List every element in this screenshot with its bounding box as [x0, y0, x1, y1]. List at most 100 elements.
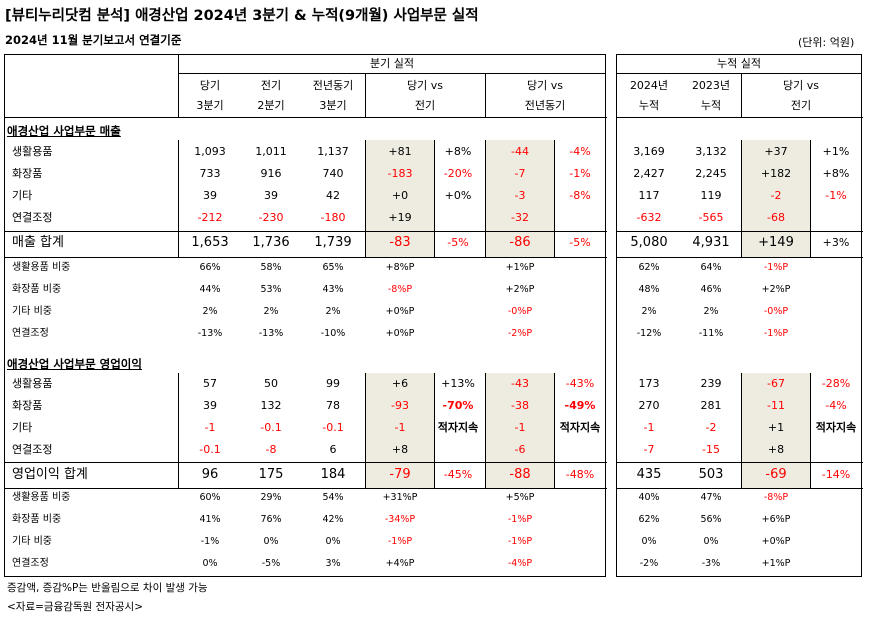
ratio-row-d1: +0%P — [385, 306, 415, 317]
total-row-d2: -86 — [509, 235, 531, 250]
total-row-p1: -45% — [443, 468, 473, 481]
table-row-cd: -2 — [770, 189, 782, 202]
table-row-c24: 3,169 — [633, 145, 665, 158]
table-row-p2: -49% — [564, 399, 596, 412]
total-row-cd: +149 — [758, 235, 794, 250]
table-row-c23: 239 — [700, 377, 722, 390]
table-row-c24: 2,427 — [633, 167, 665, 180]
table-row-c24: 117 — [638, 189, 660, 202]
ratio-row-cd: +1%P — [761, 558, 791, 569]
table-row-p1: +8% — [444, 145, 472, 158]
divider — [178, 373, 179, 489]
table-row-label: 기타 — [12, 421, 33, 434]
ratio-row-label: 연결조정 — [12, 328, 49, 339]
table-row-p2: -4% — [569, 145, 591, 158]
cum-vs-shade — [742, 140, 810, 258]
divider — [554, 373, 555, 489]
table-row-q3: -0.1 — [199, 443, 221, 456]
table-row-c23: -15 — [702, 443, 720, 456]
ratio-row-c23: 46% — [700, 284, 722, 295]
ratio-row-c24: 2% — [641, 306, 657, 317]
table-row-q2: 50 — [264, 377, 278, 390]
ratio-row-d2: -0%P — [507, 306, 533, 317]
table-row-d1: -1 — [394, 421, 406, 434]
ratio-row-c24: -2% — [639, 558, 659, 569]
ratio-row-q2: 53% — [260, 284, 282, 295]
table-row-q2: 132 — [260, 399, 282, 412]
ratio-row-c23: -11% — [698, 328, 724, 339]
table-row-label: 생활용품 — [12, 377, 53, 390]
divider — [616, 73, 862, 74]
table-row-cp: -1% — [825, 189, 847, 202]
group-quarter: 분기 실적 — [370, 57, 414, 70]
header-cum-vs: 당기 vs 전기 — [783, 79, 819, 112]
total-row-p2: -5% — [569, 236, 591, 249]
header-q3: 당기 3분기 — [196, 79, 224, 112]
ratio-row-c24: 62% — [638, 514, 660, 525]
table-row-label: 화장품 — [12, 399, 43, 412]
ratio-row-cd: -1%P — [763, 262, 789, 273]
table-row-p2: -43% — [565, 377, 595, 390]
table-row-q3: 39 — [203, 189, 217, 202]
ratio-row-q2: 58% — [260, 262, 282, 273]
cumulative-table-frame — [616, 54, 862, 577]
ratio-row-d1: +4%P — [385, 558, 415, 569]
total-row-d1: -83 — [389, 235, 411, 250]
vs-ly-shade — [486, 140, 554, 258]
table-row-q2: -230 — [258, 211, 284, 224]
cum-vs-shade-op — [742, 373, 810, 488]
table-row-q2: 1,011 — [255, 145, 287, 158]
ratio-row-c23: 56% — [700, 514, 722, 525]
ratio-row-ly: 0% — [325, 536, 341, 547]
table-row-p2: -8% — [569, 189, 591, 202]
total-row-p2: -48% — [565, 468, 595, 481]
table-row-d2: -38 — [511, 399, 529, 412]
table-row-c24: -7 — [643, 443, 655, 456]
ratio-row-q3: -13% — [197, 328, 223, 339]
total-row-cd: -69 — [765, 467, 787, 482]
op-section-title: 애경산업 사업부문 영업이익 — [7, 357, 142, 371]
divider — [485, 373, 486, 489]
ratio-row-q2: 29% — [260, 492, 282, 503]
table-row-ly: 6 — [329, 443, 337, 456]
table-row-label: 화장품 — [12, 167, 43, 180]
table-row-c24: -632 — [636, 211, 662, 224]
ratio-row-ly: 42% — [322, 514, 344, 525]
ratio-row-ly: 2% — [325, 306, 341, 317]
ratio-row-q3: 60% — [199, 492, 221, 503]
total-row-cp: +3% — [822, 236, 850, 249]
divider — [616, 462, 863, 463]
divider — [741, 140, 742, 258]
ratio-row-q2: -5% — [261, 558, 281, 569]
total-row-ly: 184 — [320, 467, 346, 482]
table-row-p1: -70% — [442, 399, 474, 412]
ratio-row-c23: 64% — [700, 262, 722, 273]
table-row-p1: +13% — [441, 377, 475, 390]
footnote-rounding: 증감액, 증감%P는 반올림으로 차이 발생 가능 — [7, 582, 208, 594]
ratio-row-ly: 65% — [322, 262, 344, 273]
table-row-p1: -20% — [443, 167, 473, 180]
header-vs-ly: 당기 vs 전년동기 — [524, 79, 566, 112]
vs-ly-shade-op — [486, 373, 554, 488]
divider — [4, 257, 607, 258]
ratio-row-label: 화장품 비중 — [12, 514, 62, 525]
table-row-cd: +37 — [764, 145, 788, 158]
header-q3-ly: 전년동기 3분기 — [312, 79, 354, 112]
table-row-ly: -0.1 — [322, 421, 344, 434]
divider — [178, 54, 179, 117]
ratio-row-q3: 41% — [199, 514, 221, 525]
divider — [616, 257, 863, 258]
table-row-ly: 740 — [322, 167, 344, 180]
table-row-d1: +81 — [388, 145, 412, 158]
table-row-ly: -180 — [320, 211, 346, 224]
ratio-row-ly: 54% — [322, 492, 344, 503]
table-row-p2: -1% — [569, 167, 591, 180]
ratio-row-d2: +5%P — [505, 492, 535, 503]
ratio-row-q3: -1% — [200, 536, 220, 547]
table-row-q2: 916 — [260, 167, 282, 180]
header-cum-2024: 2024년 누적 — [629, 79, 669, 112]
table-row-d2: -3 — [514, 189, 526, 202]
table-row-label: 기타 — [12, 189, 33, 202]
table-row-q2: -0.1 — [260, 421, 282, 434]
ratio-row-cd: -8%P — [763, 492, 789, 503]
